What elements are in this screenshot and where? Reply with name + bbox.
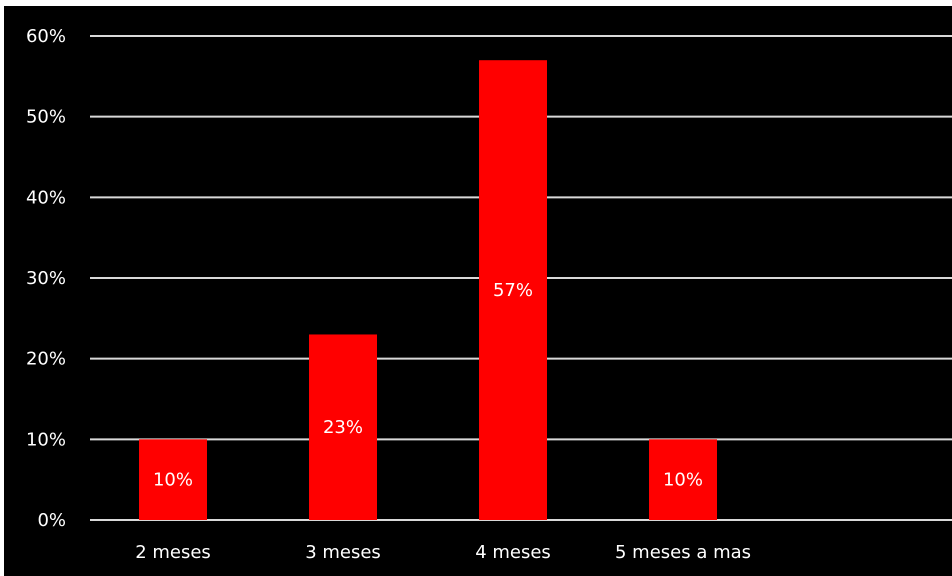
y-tick-label: 10% <box>26 429 66 450</box>
y-tick-label: 40% <box>26 187 66 208</box>
x-category-label: 3 meses <box>305 542 381 563</box>
x-category-label: 2 meses <box>135 542 211 563</box>
y-tick-label: 60% <box>26 26 66 47</box>
bar-data-label: 23% <box>323 417 363 438</box>
y-tick-label: 30% <box>26 268 66 289</box>
x-category-label: 4 meses <box>475 542 551 563</box>
x-category-label: 5 meses a mas <box>615 542 751 563</box>
y-tick-label: 50% <box>26 107 66 128</box>
bar-chart: 0% 10% 20% 30% 40% 50% 60% 10% 23% 57% 10% 2 mese… <box>4 6 952 576</box>
bar-data-label: 10% <box>153 470 193 491</box>
bar-data-label: 57% <box>493 280 533 301</box>
y-tick-label: 20% <box>26 349 66 370</box>
chart-area: 0% 10% 20% 30% 40% 50% 60% 10% 23% 57% 10% 2 mese… <box>4 6 952 576</box>
bar-data-label: 10% <box>663 470 703 491</box>
y-tick-label: 0% <box>37 510 66 531</box>
